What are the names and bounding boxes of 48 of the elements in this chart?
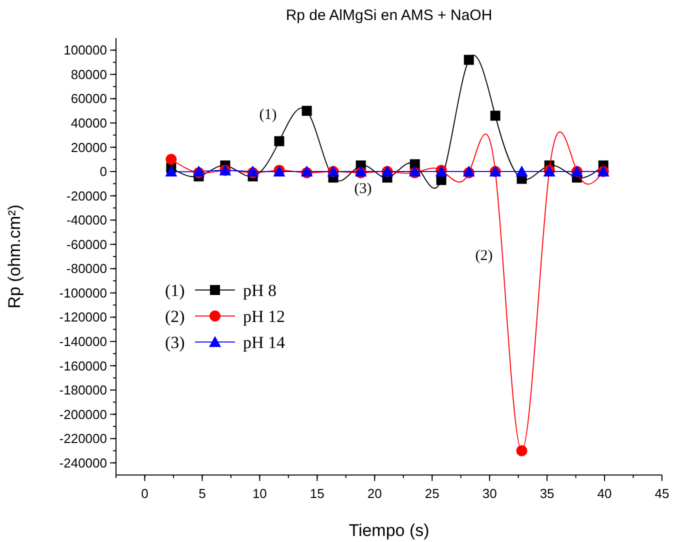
- x-tick-label: 35: [540, 486, 554, 501]
- point: [165, 166, 178, 177]
- y-tick-label: -180000: [59, 382, 107, 398]
- point: [274, 136, 284, 146]
- point: [166, 154, 177, 165]
- point: [490, 110, 500, 121]
- x-tick-label: 10: [252, 486, 267, 501]
- y-tick-label: -40000: [66, 212, 107, 228]
- y-tick-label: -120000: [59, 310, 107, 325]
- y-tick-label: -140000: [59, 334, 107, 350]
- y-tick-label: -20000: [66, 188, 107, 204]
- x-tick-label: 20: [367, 486, 382, 501]
- annotation: (1): [165, 280, 185, 300]
- annotation: (3): [165, 332, 185, 352]
- legend-label: pH 14: [243, 332, 286, 352]
- point: [516, 166, 528, 177]
- y-tick-label: -220000: [59, 431, 107, 446]
- annotation: (2): [165, 306, 185, 326]
- x-axis-title: Tiempo (s): [348, 521, 430, 540]
- legend-label: pH 12: [243, 306, 286, 326]
- x-tick-label: 15: [310, 486, 324, 501]
- x-tick-label: 5: [198, 486, 206, 501]
- y-tick-label: -200000: [59, 406, 107, 422]
- x-tick-label: 30: [482, 486, 497, 501]
- x-tick-label: 25: [424, 486, 440, 501]
- y-tick-label: 60000: [70, 91, 107, 106]
- legend-label: pH 8: [243, 280, 277, 300]
- point: [516, 445, 528, 456]
- y-tick-label: -60000: [66, 236, 107, 252]
- y-tick-label: 100000: [64, 42, 107, 58]
- y-tick-label: -240000: [59, 455, 107, 470]
- y-tick-label: -100000: [59, 285, 107, 300]
- annotation: (3): [354, 181, 372, 197]
- point: [302, 106, 312, 116]
- y-tick-label: -160000: [59, 358, 107, 374]
- chart-title: Rp de AlMgSi en AMS + NaOH: [286, 7, 492, 24]
- y-tick-label: 80000: [70, 66, 107, 82]
- point: [464, 54, 474, 65]
- x-tick-label: 0: [141, 486, 148, 501]
- y-tick-label: 0: [100, 164, 107, 180]
- annotation: (1): [259, 107, 277, 123]
- y-tick-label: 20000: [70, 140, 107, 155]
- y-tick-label: -80000: [66, 261, 107, 276]
- y-axis-title: Rp (ohm.cm²): [5, 204, 24, 308]
- x-tick-label: 40: [597, 486, 612, 501]
- annotation: (2): [475, 248, 493, 264]
- y-tick-label: 40000: [70, 116, 107, 131]
- x-tick-label: 45: [654, 486, 670, 501]
